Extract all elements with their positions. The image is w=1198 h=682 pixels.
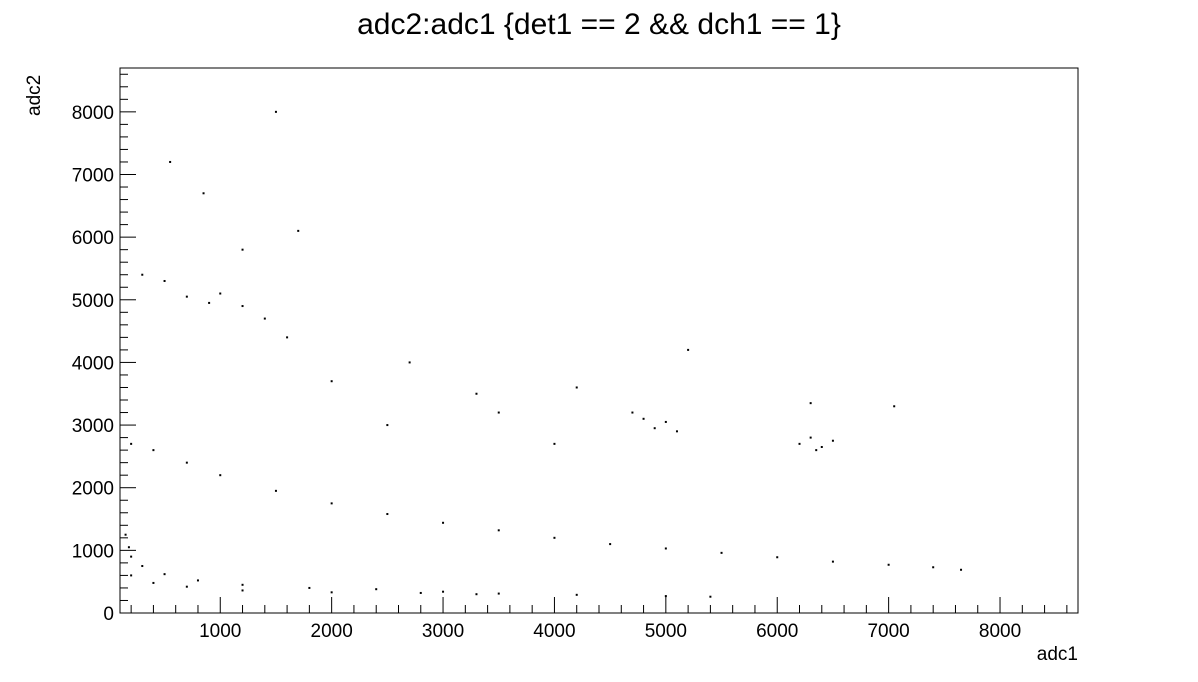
data-point	[776, 556, 779, 559]
data-point	[127, 546, 130, 549]
data-point	[720, 551, 723, 554]
data-point	[553, 536, 556, 539]
data-point	[553, 442, 556, 445]
y-tick-label: 4000	[72, 353, 114, 374]
y-tick-label: 1000	[72, 541, 114, 562]
data-point	[653, 427, 656, 430]
data-point	[497, 592, 500, 595]
data-point	[152, 449, 155, 452]
data-point	[196, 579, 199, 582]
data-point	[497, 529, 500, 532]
x-tick-label: 3000	[422, 621, 464, 642]
data-point	[831, 439, 834, 442]
data-point	[163, 279, 166, 282]
data-point	[202, 192, 205, 195]
data-point	[687, 348, 690, 351]
data-point	[241, 589, 244, 592]
data-point	[185, 295, 188, 298]
data-point	[263, 317, 266, 320]
x-tick-label: 6000	[756, 621, 798, 642]
data-point	[141, 565, 144, 568]
data-point	[386, 424, 389, 427]
data-point	[130, 442, 133, 445]
data-point	[241, 305, 244, 308]
data-point	[497, 411, 500, 414]
data-point	[286, 336, 289, 339]
y-tick-label: 7000	[72, 165, 114, 186]
data-point	[163, 573, 166, 576]
data-point	[330, 502, 333, 505]
y-tick-label: 0	[103, 604, 114, 625]
data-point	[675, 430, 678, 433]
data-point	[241, 583, 244, 586]
data-point	[932, 566, 935, 569]
data-point	[642, 417, 645, 420]
data-points	[124, 110, 963, 598]
x-axis-label: adc1	[1037, 644, 1078, 665]
data-point	[274, 489, 277, 492]
data-point	[219, 474, 222, 477]
x-tick-label: 1000	[199, 621, 241, 642]
data-point	[809, 402, 812, 405]
data-point	[442, 590, 445, 593]
data-point	[631, 411, 634, 414]
data-point	[141, 273, 144, 276]
data-point	[386, 513, 389, 516]
data-point	[408, 361, 411, 364]
y-tick-label: 6000	[72, 228, 114, 249]
data-point	[124, 533, 127, 536]
data-point	[664, 420, 667, 423]
data-point	[798, 442, 801, 445]
x-tick-label: 8000	[979, 621, 1021, 642]
data-point	[960, 568, 963, 571]
data-point	[475, 392, 478, 395]
data-point	[709, 595, 712, 598]
data-point	[152, 581, 155, 584]
data-point	[330, 591, 333, 594]
data-point	[185, 461, 188, 464]
x-tick-label: 4000	[533, 621, 575, 642]
data-point	[241, 248, 244, 251]
y-axis-label: adc2	[24, 75, 45, 116]
axis-ticks: 1000 2000 3000 4000 5000 6000 7000 8000 0 1000 200…	[72, 73, 1068, 642]
data-point	[664, 595, 667, 598]
data-point	[475, 593, 478, 596]
data-point	[893, 405, 896, 408]
data-point	[609, 543, 612, 546]
data-point	[575, 386, 578, 389]
data-point	[330, 380, 333, 383]
data-point	[130, 574, 133, 577]
data-point	[664, 547, 667, 550]
data-point	[169, 160, 172, 163]
chart-title: adc2:adc1 {det1 == 2 && dch1 == 1}	[357, 8, 841, 41]
data-point	[375, 588, 378, 591]
data-point	[308, 586, 311, 589]
data-point	[130, 555, 133, 558]
data-point	[442, 521, 445, 524]
x-tick-label: 2000	[311, 621, 353, 642]
data-point	[185, 585, 188, 588]
data-point	[297, 229, 300, 232]
y-tick-label: 2000	[72, 479, 114, 500]
data-point	[274, 110, 277, 113]
data-point	[809, 436, 812, 439]
data-point	[419, 591, 422, 594]
y-tick-label: 8000	[72, 103, 114, 124]
x-tick-label: 5000	[645, 621, 687, 642]
y-tick-label: 5000	[72, 291, 114, 312]
data-point	[575, 593, 578, 596]
y-tick-label: 3000	[72, 416, 114, 437]
data-point	[815, 449, 818, 452]
data-point	[820, 445, 823, 448]
data-point	[208, 301, 211, 304]
data-point	[831, 560, 834, 563]
data-point	[219, 292, 222, 295]
data-point	[887, 563, 890, 566]
plot-frame	[119, 67, 1079, 614]
x-tick-label: 7000	[867, 621, 909, 642]
